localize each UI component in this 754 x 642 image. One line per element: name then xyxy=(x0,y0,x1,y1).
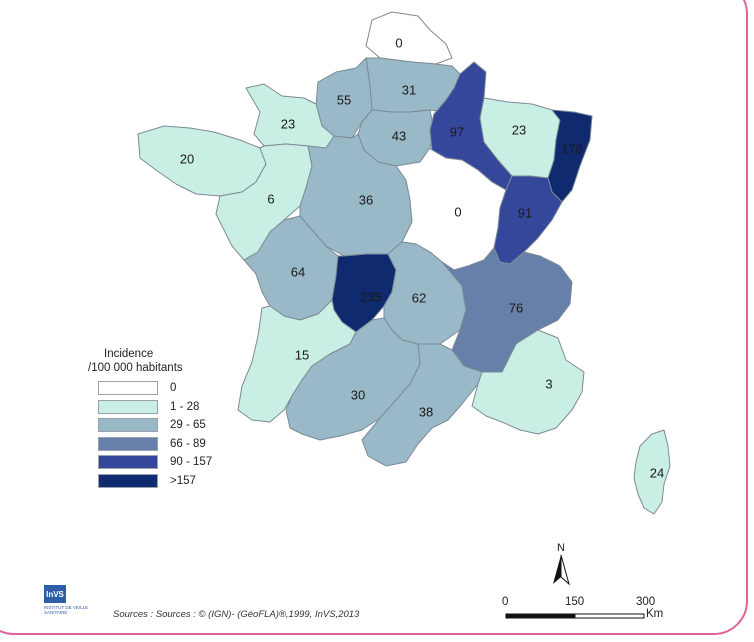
region-value-alsace: 178 xyxy=(561,141,583,156)
region-value-bourgogne: 0 xyxy=(454,204,461,219)
region-rhone-alpes xyxy=(441,247,573,373)
scale-bar xyxy=(505,613,645,619)
region-value-centre: 36 xyxy=(359,192,373,207)
region-value-franche-comte: 91 xyxy=(518,205,532,220)
region-corse xyxy=(633,429,671,515)
legend-swatch xyxy=(98,381,158,396)
legend-swatch xyxy=(98,455,158,470)
region-midi-pyrenees xyxy=(285,317,421,441)
region-bretagne xyxy=(137,125,267,197)
region-value-haute-normandie: 55 xyxy=(337,92,351,107)
region-languedoc-roussillon xyxy=(361,343,483,467)
legend-item: 66 - 89 xyxy=(88,435,212,454)
legend-item: >157 xyxy=(88,472,212,491)
legend-label: 90 - 157 xyxy=(170,456,213,469)
legend-swatch xyxy=(98,436,158,451)
region-provence-alpes-cote-d-azur xyxy=(471,329,585,435)
region-value-nord-pas-de-calais: 0 xyxy=(395,35,402,50)
region-value-corse: 24 xyxy=(650,465,664,480)
region-value-basse-normandie: 23 xyxy=(281,116,295,131)
legend: Incidence /100 000 habitants 0 1 - 28 29 -… xyxy=(88,347,212,490)
region-value-lorraine: 23 xyxy=(512,122,526,137)
logo-mark: InVS xyxy=(44,585,66,603)
region-value-pays-de-la-loire: 6 xyxy=(267,191,274,206)
invs-logo: InVS INSTITUT DE VEILLE SANITAIRE xyxy=(44,585,94,619)
legend-label: 66 - 89 xyxy=(170,437,206,450)
region-value-limousin: 235 xyxy=(360,289,382,304)
region-auvergne xyxy=(383,241,467,345)
legend-swatch xyxy=(98,418,158,433)
legend-label: >157 xyxy=(170,474,196,487)
region-nord-pas-de-calais xyxy=(365,11,453,65)
scale-tick-300: 300 xyxy=(636,596,656,608)
scale-tick-0: 0 xyxy=(502,596,509,608)
region-value-ile-de-france: 43 xyxy=(392,128,406,143)
region-value-midi-pyrenees: 30 xyxy=(351,387,365,402)
legend-item: 0 xyxy=(88,379,212,398)
north-label: N xyxy=(557,542,565,554)
region-value-poitou-charentes: 64 xyxy=(291,264,305,279)
region-value-languedoc-roussillon: 38 xyxy=(419,404,433,419)
legend-swatch xyxy=(98,473,158,488)
logo-subtitle: INSTITUT DE VEILLE SANITAIRE xyxy=(44,605,89,615)
north-arrow-icon: N xyxy=(553,542,570,586)
legend-item: 1 - 28 xyxy=(88,398,212,417)
scale-tick-150: 150 xyxy=(565,596,585,608)
region-franche-comte xyxy=(493,175,563,265)
legend-swatch xyxy=(98,399,158,414)
legend-item: 90 - 157 xyxy=(88,453,212,472)
region-value-bretagne: 20 xyxy=(180,151,194,166)
region-value-rhone-alpes: 76 xyxy=(509,300,523,315)
legend-label: 29 - 65 xyxy=(170,419,206,432)
region-value-champagne-ardenne: 97 xyxy=(450,124,464,139)
region-value-aquitaine: 15 xyxy=(295,347,309,362)
sources-note: Sources : Sources : © (IGN)- (GéoFLA)®,1… xyxy=(113,609,360,620)
legend-title-line2: /100 000 habitants xyxy=(88,362,183,374)
scale-unit: Km xyxy=(646,608,664,620)
legend-title-line1: Incidence xyxy=(104,348,154,360)
region-value-provence-alpes-cote-d-azur: 3 xyxy=(545,376,552,391)
region-value-auvergne: 62 xyxy=(412,290,426,305)
legend-label: 0 xyxy=(170,382,177,395)
region-value-picardie: 31 xyxy=(402,82,416,97)
legend-item: 29 - 65 xyxy=(88,416,212,435)
legend-label: 1 - 28 xyxy=(170,400,200,413)
